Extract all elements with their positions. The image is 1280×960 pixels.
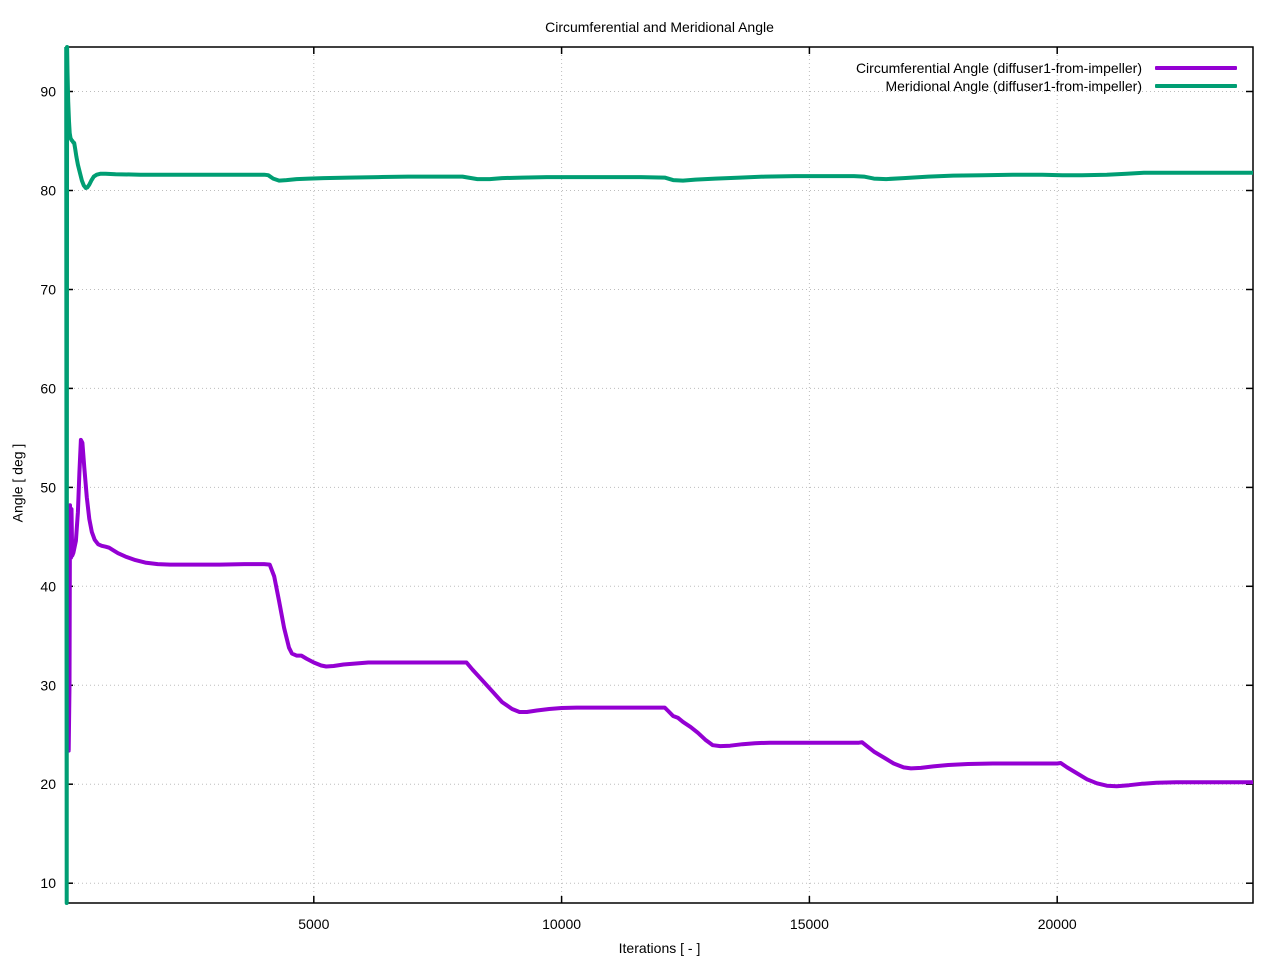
legend: Circumferential Angle (diffuser1-from-im… bbox=[856, 59, 1237, 95]
circumferential-angle-line bbox=[66, 437, 1253, 789]
y-tick-label: 50 bbox=[40, 479, 56, 495]
y-tick-label: 30 bbox=[40, 677, 56, 693]
x-tick-label: 20000 bbox=[1038, 916, 1077, 932]
y-tick-label: 60 bbox=[40, 380, 56, 396]
chart-title: Circumferential and Meridional Angle bbox=[545, 19, 774, 35]
x-tick-label: 5000 bbox=[298, 916, 329, 932]
meridional-angle-line bbox=[64, 45, 1253, 905]
y-tick-label: 90 bbox=[40, 84, 56, 100]
legend-label-circumferential: Circumferential Angle (diffuser1-from-im… bbox=[855, 60, 1142, 76]
y-tick-label: 80 bbox=[40, 183, 56, 199]
x-axis-label: Iterations [ - ] bbox=[618, 940, 701, 956]
meridional-line-sample bbox=[1155, 84, 1237, 88]
legend-item-meridional: Meridional Angle (diffuser1-from-impelle… bbox=[856, 77, 1237, 95]
y-tick-label: 40 bbox=[40, 578, 56, 594]
circumferential-line-sample bbox=[1155, 66, 1237, 70]
x-tick-label: 15000 bbox=[790, 916, 829, 932]
x-tick-label: 10000 bbox=[542, 916, 581, 932]
y-tick-label: 20 bbox=[40, 776, 56, 792]
y-tick-label: 10 bbox=[40, 875, 56, 891]
y-axis-label: Angle [ deg ] bbox=[9, 443, 26, 523]
legend-label-meridional: Meridional Angle (diffuser1-from-impelle… bbox=[885, 78, 1142, 94]
legend-item-circumferential: Circumferential Angle (diffuser1-from-im… bbox=[856, 59, 1237, 77]
y-tick-label: 70 bbox=[40, 282, 56, 298]
